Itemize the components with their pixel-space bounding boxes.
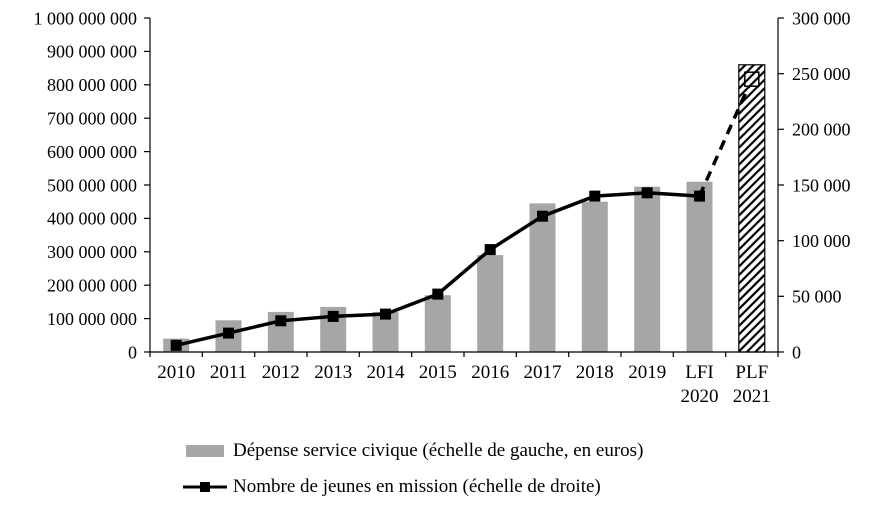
line-marker bbox=[223, 327, 234, 339]
x-axis-label: 2016 bbox=[471, 362, 509, 383]
bar-2019 bbox=[634, 186, 661, 352]
line-marker bbox=[170, 339, 182, 351]
right-axis-tick-label: 300 000 bbox=[792, 8, 851, 28]
left-axis-tick-label: 700 000 000 bbox=[47, 109, 137, 129]
x-axis-label: 2010 bbox=[157, 362, 195, 383]
chart-svg: 0 100 000 000 200 000 000 300 000 000 400 00… bbox=[34, 8, 851, 407]
x-axis-label: 2012 bbox=[262, 362, 300, 383]
line-marker bbox=[484, 244, 496, 256]
legend-item-depense: Dépense service civique (échelle de gauc… bbox=[183, 440, 643, 463]
line-marker bbox=[641, 187, 653, 199]
line-marker bbox=[327, 310, 339, 322]
x-axis-label: 2013 bbox=[314, 362, 352, 383]
left-axis-tick-label: 800 000 000 bbox=[47, 75, 137, 95]
x-axis-label: 2019 bbox=[628, 362, 666, 383]
line-marker bbox=[432, 288, 444, 300]
left-axis-tick-label: 500 000 000 bbox=[47, 175, 137, 195]
x-axis-label: PLF 2021 bbox=[733, 362, 771, 407]
right-axis-tick-label: 200 000 bbox=[792, 120, 851, 140]
bar-2017 bbox=[529, 203, 556, 352]
legend-item-jeunes: Nombre de jeunes en mission (échelle de … bbox=[183, 476, 643, 499]
bar-series-swatch-icon bbox=[186, 445, 224, 458]
legend-label-jeunes: Nombre de jeunes en mission (échelle de … bbox=[233, 475, 601, 497]
bar-2018 bbox=[581, 201, 608, 352]
combo-chart-plot: 0 100 000 000 200 000 000 300 000 000 400 00… bbox=[34, 8, 851, 407]
right-axis-tick-label: 250 000 bbox=[792, 64, 851, 84]
right-axis-tick-label: 50 000 bbox=[792, 287, 842, 307]
legend-label-depense: Dépense service civique (échelle de gauc… bbox=[233, 440, 644, 461]
left-axis-tick-label: 100 000 000 bbox=[47, 309, 137, 329]
left-axis-tick-label: 1 000 000 000 bbox=[34, 8, 138, 28]
bar-2016 bbox=[477, 255, 504, 352]
x-axis-label: 2018 bbox=[576, 362, 614, 383]
chart-legend: Dépense service civique (échelle de gauc… bbox=[183, 440, 643, 499]
line-marker bbox=[589, 190, 601, 202]
line-marker bbox=[744, 71, 760, 87]
right-axis-tick-label: 100 000 bbox=[792, 231, 851, 251]
line-series-dashed-segment bbox=[697, 78, 754, 197]
x-axis-label: LFI 2020 bbox=[681, 362, 719, 407]
line-marker bbox=[380, 308, 391, 320]
line-marker bbox=[537, 210, 548, 222]
bar-PLF-2021 bbox=[738, 64, 766, 353]
right-axis-tick-label: 150 000 bbox=[792, 175, 851, 195]
x-axis-label: 2017 bbox=[524, 362, 562, 383]
x-axis-label: 2014 bbox=[367, 362, 406, 383]
line-marker bbox=[694, 190, 705, 202]
left-axis-tick-label: 300 000 000 bbox=[47, 242, 137, 262]
left-axis-tick-label: 900 000 000 bbox=[47, 42, 137, 62]
line-series-swatch-icon bbox=[183, 482, 227, 493]
x-axis-label: 2011 bbox=[210, 362, 247, 383]
left-axis-tick-label: 400 000 000 bbox=[47, 209, 137, 229]
left-axis-tick-label: 200 000 000 bbox=[47, 276, 137, 296]
line-marker bbox=[275, 315, 287, 327]
right-axis-tick-label: 0 bbox=[792, 342, 801, 362]
left-axis-tick-label: 0 bbox=[128, 342, 137, 362]
x-axis-label: 2015 bbox=[419, 362, 457, 383]
bar-LFI-2020 bbox=[686, 181, 713, 352]
bar-2015 bbox=[424, 295, 451, 352]
left-axis-tick-label: 600 000 000 bbox=[47, 142, 137, 162]
